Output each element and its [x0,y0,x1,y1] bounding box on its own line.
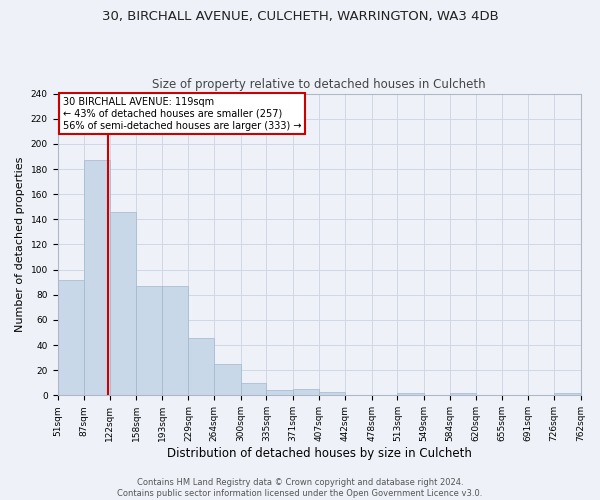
Bar [554,393,581,396]
Bar [136,286,162,396]
Bar [266,390,293,396]
Bar [188,338,214,396]
Text: 30 BIRCHALL AVENUE: 119sqm
← 43% of detached houses are smaller (257)
56% of sem: 30 BIRCHALL AVENUE: 119sqm ← 43% of deta… [62,98,301,130]
Bar [84,160,110,396]
Bar [110,212,136,396]
Bar [449,393,476,396]
Bar [241,383,266,396]
Bar [319,392,345,396]
Bar [397,393,424,396]
Bar [293,389,319,396]
Y-axis label: Number of detached properties: Number of detached properties [15,157,25,332]
Text: 30, BIRCHALL AVENUE, CULCHETH, WARRINGTON, WA3 4DB: 30, BIRCHALL AVENUE, CULCHETH, WARRINGTO… [101,10,499,23]
X-axis label: Distribution of detached houses by size in Culcheth: Distribution of detached houses by size … [167,447,472,460]
Bar [162,286,188,396]
Title: Size of property relative to detached houses in Culcheth: Size of property relative to detached ho… [152,78,486,91]
Text: Contains HM Land Registry data © Crown copyright and database right 2024.
Contai: Contains HM Land Registry data © Crown c… [118,478,482,498]
Bar [214,364,241,396]
Bar [58,280,84,396]
